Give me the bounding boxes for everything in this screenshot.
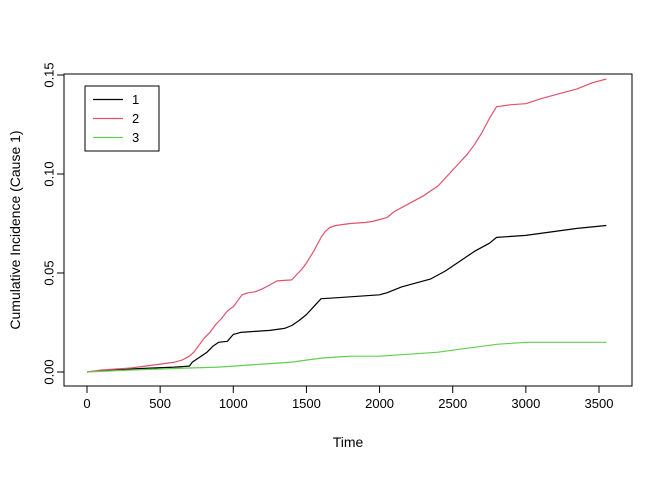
x-tick-label: 2500 — [438, 396, 467, 411]
series-line-2 — [86, 78, 607, 373]
x-tick-label: 0 — [83, 396, 90, 411]
x-tick-label: 3000 — [511, 396, 540, 411]
y-tick-label: 0.15 — [42, 62, 57, 87]
series-lines — [86, 78, 607, 373]
x-tick-label: 2000 — [365, 396, 394, 411]
legend-label-1: 1 — [132, 92, 139, 107]
series-line-1 — [86, 224, 607, 373]
y-axis-title: Cumulative Incidence (Cause 1) — [7, 130, 23, 329]
x-axis-title: Time — [333, 434, 364, 450]
x-tick-label: 500 — [149, 396, 171, 411]
plot-box — [63, 73, 633, 387]
y-tick-label: 0.00 — [42, 359, 57, 384]
y-tick-label: 0.05 — [42, 260, 57, 285]
legend-label-3: 3 — [132, 130, 139, 145]
x-tick-label: 1000 — [219, 396, 248, 411]
legend: 1 2 3 — [84, 85, 160, 152]
x-tick-label: 1500 — [292, 396, 321, 411]
y-axis-ticks: 0.00 0.05 0.10 0.15 — [42, 62, 64, 385]
legend-label-2: 2 — [132, 111, 139, 126]
x-axis-ticks: 0 500 1000 1500 2000 2500 3000 3500 — [83, 386, 613, 411]
y-tick-label: 0.10 — [42, 161, 57, 186]
series-line-3 — [86, 341, 607, 373]
x-tick-label: 3500 — [585, 396, 614, 411]
